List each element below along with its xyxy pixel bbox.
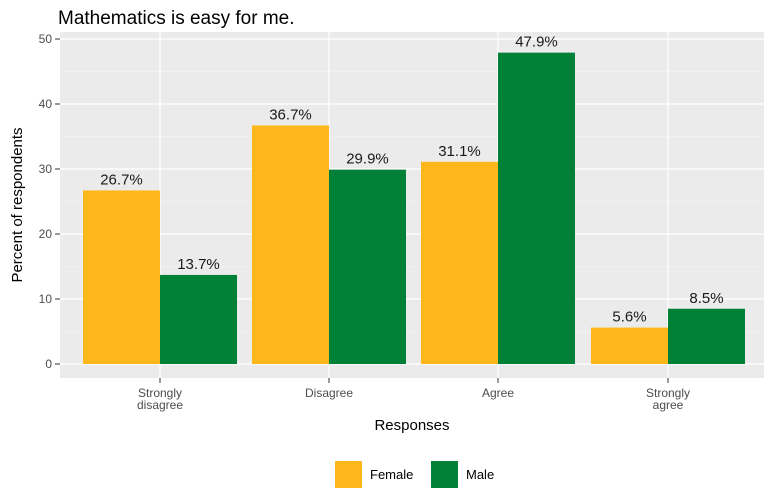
bar-female [83, 190, 160, 364]
legend: Female Male [335, 461, 494, 488]
x-tick-label: Disagree [305, 386, 353, 400]
legend-label-male: Male [466, 467, 494, 482]
data-label-female: 31.1% [438, 143, 481, 160]
y-axis-title: Percent of respondents [9, 127, 26, 282]
y-tick-label: 50 [39, 32, 53, 46]
bar-female [421, 161, 498, 364]
x-axis-title: Responses [374, 417, 449, 434]
x-tick-label: Agree [482, 386, 514, 400]
y-tick-label: 40 [39, 97, 53, 111]
data-label-female: 36.7% [269, 106, 312, 123]
legend-label-female: Female [370, 467, 413, 482]
bar-male [160, 274, 237, 364]
x-tick-label: Strongly agree [646, 386, 690, 412]
bar-male [668, 308, 745, 364]
legend-key-male [431, 461, 458, 488]
bar-male [329, 169, 406, 364]
bar-female [252, 125, 329, 364]
data-labels: 26.7% 36.7% 31.1% 5.6% 13.7% 29.9% 47.9% 8.5% [100, 34, 723, 326]
y-axis: 0 10 20 30 40 50 [39, 32, 60, 371]
data-label-male: 47.9% [515, 34, 558, 51]
y-tick-label: 20 [39, 227, 53, 241]
data-label-male: 8.5% [689, 290, 723, 307]
data-label-male: 13.7% [177, 256, 220, 273]
y-tick-label: 30 [39, 162, 53, 176]
y-tick-label: 10 [39, 292, 53, 306]
bar-female [591, 327, 668, 364]
bar-male [498, 52, 575, 365]
bars [83, 52, 745, 365]
x-axis: Strongly disagree Disagree Agree Strongly agr… [137, 378, 690, 412]
data-label-female: 26.7% [100, 171, 143, 188]
y-tick-label: 0 [45, 357, 52, 371]
legend-key-female [335, 461, 362, 488]
chart-title: Mathematics is easy for me. [58, 8, 295, 29]
data-label-female: 5.6% [612, 309, 646, 326]
data-label-male: 29.9% [346, 151, 389, 168]
x-tick-label: Strongly disagree [137, 386, 183, 412]
